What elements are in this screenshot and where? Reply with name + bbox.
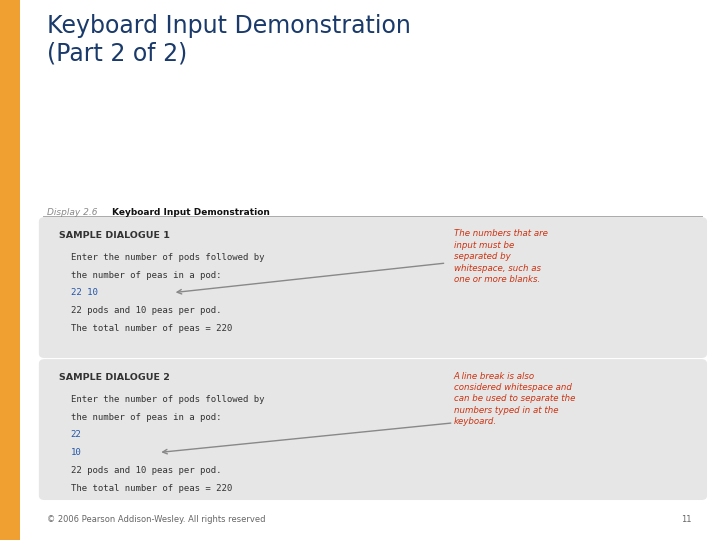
Text: 22: 22 — [71, 430, 81, 440]
Text: Keyboard Input Demonstration
(Part 2 of 2): Keyboard Input Demonstration (Part 2 of … — [47, 14, 410, 65]
Text: 10: 10 — [71, 448, 81, 457]
Bar — [0, 0, 20, 540]
Text: © 2006 Pearson Addison-Wesley. All rights reserved: © 2006 Pearson Addison-Wesley. All right… — [47, 515, 265, 524]
Text: Enter the number of pods followed by: Enter the number of pods followed by — [71, 253, 264, 262]
FancyBboxPatch shape — [39, 359, 707, 500]
Text: 22 pods and 10 peas per pod.: 22 pods and 10 peas per pod. — [71, 466, 221, 475]
Text: A line break is also
considered whitespace and
can be used to separate the
numbe: A line break is also considered whitespa… — [454, 372, 575, 426]
Text: Keyboard Input Demonstration: Keyboard Input Demonstration — [112, 208, 269, 217]
Text: SAMPLE DIALOGUE 1: SAMPLE DIALOGUE 1 — [59, 231, 170, 240]
Text: SAMPLE DIALOGUE 2: SAMPLE DIALOGUE 2 — [59, 373, 170, 382]
Text: the number of peas in a pod:: the number of peas in a pod: — [71, 271, 221, 280]
FancyBboxPatch shape — [39, 217, 707, 358]
Text: Display 2.6: Display 2.6 — [47, 208, 97, 217]
Text: the number of peas in a pod:: the number of peas in a pod: — [71, 413, 221, 422]
Text: 22 pods and 10 peas per pod.: 22 pods and 10 peas per pod. — [71, 306, 221, 315]
Text: 22 10: 22 10 — [71, 288, 97, 298]
Text: Enter the number of pods followed by: Enter the number of pods followed by — [71, 395, 264, 404]
Text: 11: 11 — [680, 515, 691, 524]
Text: The total number of peas = 220: The total number of peas = 220 — [71, 484, 232, 493]
Text: The numbers that are
input must be
separated by
whitespace, such as
one or more : The numbers that are input must be separ… — [454, 230, 547, 284]
Text: The total number of peas = 220: The total number of peas = 220 — [71, 324, 232, 333]
